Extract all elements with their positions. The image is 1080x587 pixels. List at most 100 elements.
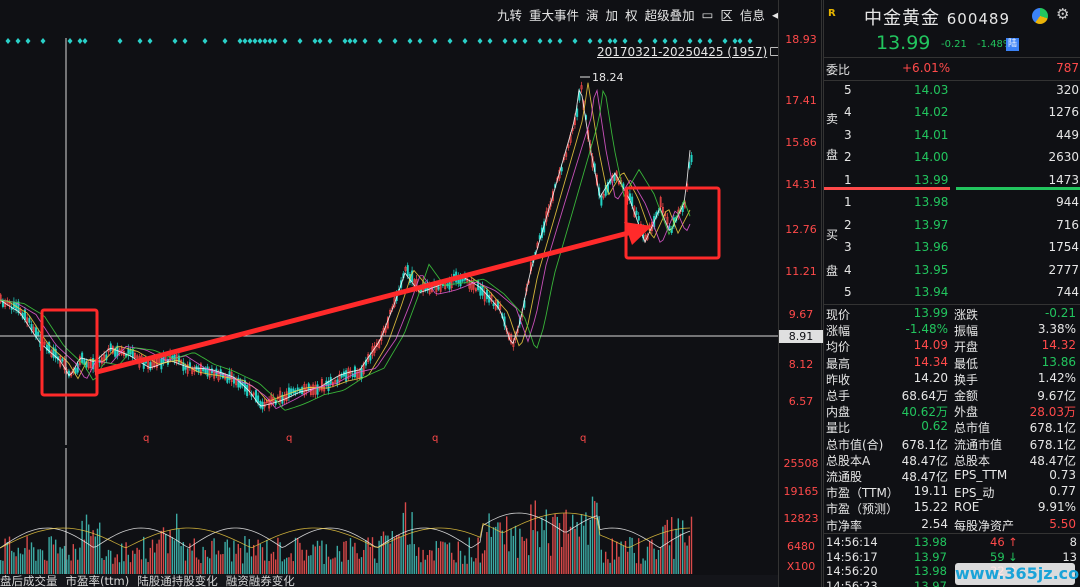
volume-bar [143,536,145,574]
volume-bar [127,554,129,574]
order-volume: 744 [1056,285,1079,300]
toolbar-jia[interactable]: 加 [605,7,619,23]
volume-bar [611,538,613,574]
tab-margin-trading[interactable]: 融资融券变化 [225,574,295,587]
volume-bar [631,537,633,574]
volume-bar [149,547,151,574]
stat-label: 市净率 [826,518,863,533]
volume-bar [444,542,446,574]
volume-bar [187,548,189,574]
stat-item: 涨幅 -1.48% [824,322,952,338]
buy-order-row[interactable]: 4 13.95 2777 [824,263,1080,281]
volume-bar [402,512,404,574]
volume-bar [118,562,121,574]
volume-bar [191,550,193,574]
stat-label: 现价 [826,308,851,322]
volume-bar [79,547,81,574]
date-range-label[interactable]: 20170321-20250425 (1957) [597,45,780,59]
event-marker-diamond [282,38,288,44]
toolbar-jiuzhuan[interactable]: 九转 [497,7,523,23]
tab-northbound-holdings[interactable]: 陆股通持股变化 [137,574,218,587]
volume-bar [635,563,638,574]
toolbar-major-events[interactable]: 重大事件 [529,7,580,23]
order-level: 3 [844,127,852,142]
tab-pe-ttm[interactable]: 市盈率(ttm) [65,574,130,587]
volume-bar [220,554,222,574]
volume-bar [213,538,215,574]
volume-bar [169,530,171,574]
sell-label-1: 卖 [826,112,839,126]
volume-bar [321,540,323,574]
volume-bar [231,561,233,574]
buy-order-row[interactable]: 2 13.97 716 [824,218,1080,236]
volume-bar [327,556,330,574]
pie-icon[interactable] [1032,8,1048,24]
event-marker-diamond [247,38,253,44]
event-marker-diamond [732,38,738,44]
volume-bar [259,543,261,574]
volume-chart[interactable] [0,448,778,578]
volume-bar [330,559,332,574]
volume-tick-label: 12823 [783,512,819,525]
volume-bar [448,542,451,574]
sell-order-row[interactable]: 5 14.03 320 [824,83,1080,101]
sell-order-row[interactable]: 4 14.02 1276 [824,105,1080,123]
toolbar-yan[interactable]: 演 [586,7,599,23]
volume-bar [70,560,72,574]
event-marker-diamond [272,38,278,44]
stat-value: 0.62 [921,419,948,434]
order-price: 14.02 [914,105,949,120]
sell-order-row[interactable]: 2 14.00 2630 [824,150,1080,168]
candle-body [567,144,570,149]
volume-bar [616,541,618,574]
volume-bar [189,543,191,574]
volume-bar [154,552,156,574]
stat-label: 流通市值 [954,437,1003,452]
stat-label: 最低 [954,356,979,371]
volume-bar [453,559,455,574]
toolbar-quan[interactable]: 权 [625,7,638,23]
volume-bar [642,558,644,574]
buy-order-row[interactable]: 1 13.98 944 [824,195,1080,213]
toolbar-super-overlay[interactable]: 超级叠加 [644,7,695,23]
volume-bar [686,545,688,574]
event-marker-diamond [697,38,703,44]
event-marker-diamond [297,38,303,44]
stat-item: EPS_TTM 0.73 [952,468,1080,484]
buy-order-row[interactable]: 3 13.96 1754 [824,240,1080,258]
volume-bar [429,550,431,574]
stat-item: 总市值(合) 678.1亿 [824,436,952,452]
kline-chart-area[interactable]: q q q q 18.24 九转 重大事件 演 加 权 超级叠加 ▭ 区 信息 ◂▮ ▾… [0,0,798,587]
event-marker-diamond [147,38,153,44]
price-chart[interactable]: q q q q 18.24 [0,0,778,448]
volume-bar [17,547,19,574]
sell-order-row[interactable]: 1 13.99 1473 [824,173,1080,191]
window-icon[interactable]: ▭ [701,6,714,22]
volume-ma-line [0,512,691,549]
gear-icon[interactable]: ⚙ [1056,5,1070,23]
toolbar-info[interactable]: 信息 [739,7,765,23]
candle-body [479,286,482,296]
volume-bar [481,553,484,574]
sell-order-row[interactable]: 3 14.01 449 [824,128,1080,146]
volume-bar [286,557,288,574]
candle-body [182,362,185,371]
buy-label-2: 盘 [826,264,839,278]
volume-bar [132,550,134,574]
buy-order-row[interactable]: 5 13.94 744 [824,285,1080,303]
q-marker: q [286,433,292,444]
event-marker-diamond [117,38,123,44]
order-price: 13.97 [914,217,949,232]
volume-bar [99,522,101,574]
volume-bar [415,555,418,574]
toolbar-qu[interactable]: 区 [720,7,733,23]
order-level: 1 [844,195,852,209]
volume-bar [136,547,138,574]
tick-time: 14:56:23 [826,578,878,587]
volume-bar [341,561,343,574]
tab-after-hours-volume[interactable]: 盘后成交量 [0,574,58,587]
volume-bar [35,560,37,574]
volume-bar [283,559,286,574]
event-marker-diamond [572,38,578,44]
volume-bar [319,545,321,574]
